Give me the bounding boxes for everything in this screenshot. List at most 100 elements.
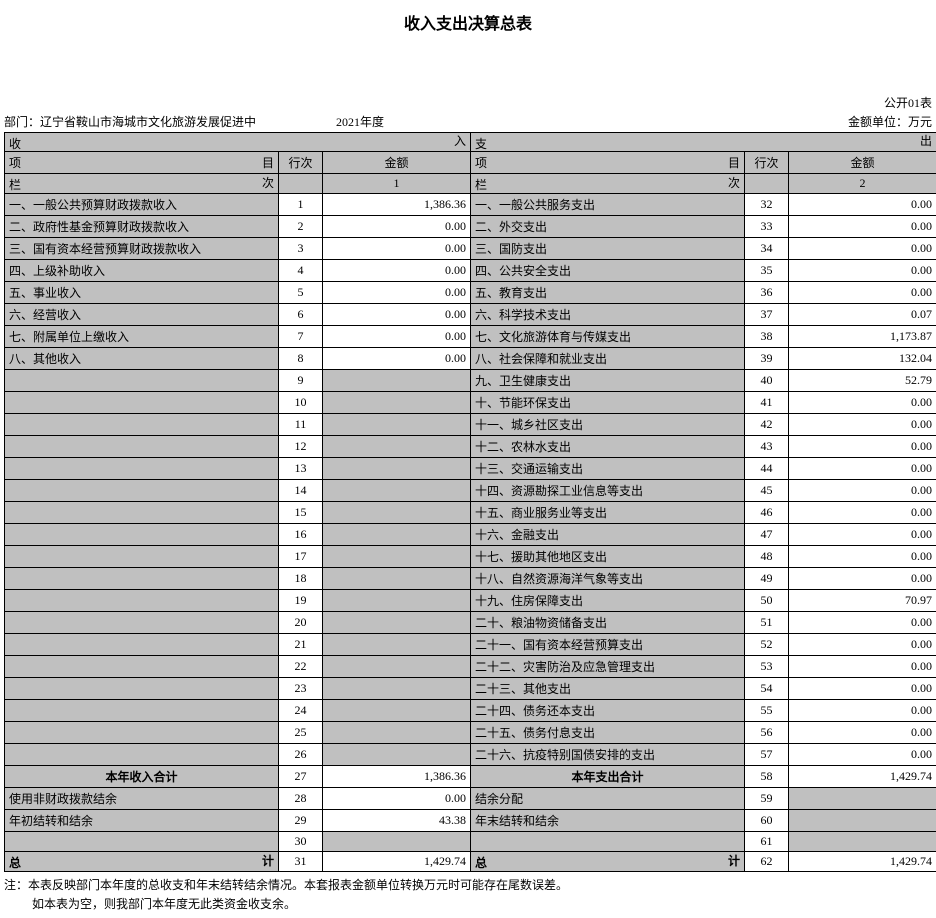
row-number: 10 xyxy=(279,392,323,414)
income-item xyxy=(5,612,279,634)
income-item xyxy=(5,590,279,612)
row-number: 14 xyxy=(279,480,323,502)
row-number: 62 xyxy=(745,852,789,872)
row-number: 30 xyxy=(279,832,323,852)
income-item xyxy=(5,678,279,700)
income-subtotal: 1,386.36 xyxy=(323,766,471,788)
expend-item: 二十二、灾害防治及应急管理支出 xyxy=(471,656,745,678)
table-row: 17十七、援助其他地区支出480.00 xyxy=(5,546,936,568)
row-number: 7 xyxy=(279,326,323,348)
row-number: 50 xyxy=(745,590,789,612)
expend-item: 十八、自然资源海洋气象等支出 xyxy=(471,568,745,590)
table-row: 25二十五、债务付息支出560.00 xyxy=(5,722,936,744)
expend-item: 二十、粮油物资储备支出 xyxy=(471,612,745,634)
table-row: 三、国有资本经营预算财政拨款收入30.00三、国防支出340.00 xyxy=(5,238,936,260)
income-header: 收入 xyxy=(5,133,471,152)
col2-header: 2 xyxy=(789,174,936,194)
table-row: 26二十六、抗疫特别国债安排的支出570.00 xyxy=(5,744,936,766)
table-row: 19十九、住房保障支出5070.97 xyxy=(5,590,936,612)
row-number: 4 xyxy=(279,260,323,282)
dept-label: 部门： xyxy=(4,113,40,130)
income-amount xyxy=(323,458,471,480)
income-amount xyxy=(323,546,471,568)
expend-item: 一、一般公共服务支出 xyxy=(471,194,745,216)
expend-amount: 0.00 xyxy=(789,260,936,282)
table-row: 18十八、自然资源海洋气象等支出490.00 xyxy=(5,568,936,590)
row-number: 41 xyxy=(745,392,789,414)
table-row: 9九、卫生健康支出4052.79 xyxy=(5,370,936,392)
rownum-header: 行次 xyxy=(745,152,789,174)
row-number: 34 xyxy=(745,238,789,260)
income-item: 二、政府性基金预算财政拨款收入 xyxy=(5,216,279,238)
row-number: 42 xyxy=(745,414,789,436)
subtotal-row: 本年收入合计271,386.36本年支出合计581,429.74 xyxy=(5,766,936,788)
income-item: 年初结转和结余 xyxy=(5,810,279,832)
income-item xyxy=(5,524,279,546)
expend-amount: 0.00 xyxy=(789,700,936,722)
expend-amount xyxy=(789,832,936,852)
table-row: 二、政府性基金预算财政拨款收入20.00二、外交支出330.00 xyxy=(5,216,936,238)
income-item xyxy=(5,634,279,656)
income-amount: 1,386.36 xyxy=(323,194,471,216)
expend-item: 九、卫生健康支出 xyxy=(471,370,745,392)
row-number: 49 xyxy=(745,568,789,590)
row-number: 59 xyxy=(745,788,789,810)
expend-item: 三、国防支出 xyxy=(471,238,745,260)
table-row: 22 二十二、灾害防治及应急管理支出530.00 xyxy=(5,656,936,678)
row-number: 15 xyxy=(279,502,323,524)
expend-item: 四、公共安全支出 xyxy=(471,260,745,282)
grand-total-income: 1,429.74 xyxy=(323,852,471,872)
amount-header: 金额 xyxy=(323,152,471,174)
income-amount xyxy=(323,744,471,766)
expend-item: 八、社会保障和就业支出 xyxy=(471,348,745,370)
expend-amount: 0.00 xyxy=(789,634,936,656)
expend-item: 二十一、国有资本经营预算支出 xyxy=(471,634,745,656)
grand-total-label: 总计 xyxy=(5,852,279,872)
expend-amount: 132.04 xyxy=(789,348,936,370)
row-number: 29 xyxy=(279,810,323,832)
table-row: 3061 xyxy=(5,832,936,852)
table-row: 24二十四、债务还本支出550.00 xyxy=(5,700,936,722)
row-number: 13 xyxy=(279,458,323,480)
row-number: 2 xyxy=(279,216,323,238)
row-number: 5 xyxy=(279,282,323,304)
income-amount: 0.00 xyxy=(323,304,471,326)
income-item xyxy=(5,832,279,852)
table-row: 13十三、交通运输支出440.00 xyxy=(5,458,936,480)
row-number: 48 xyxy=(745,546,789,568)
income-item xyxy=(5,414,279,436)
income-item: 六、经营收入 xyxy=(5,304,279,326)
expend-amount: 0.00 xyxy=(789,436,936,458)
income-item: 三、国有资本经营预算财政拨款收入 xyxy=(5,238,279,260)
income-amount: 0.00 xyxy=(323,238,471,260)
income-item: 七、附属单位上缴收入 xyxy=(5,326,279,348)
item-header: 项目 xyxy=(5,152,279,174)
table-row: 16十六、金融支出470.00 xyxy=(5,524,936,546)
row-number: 38 xyxy=(745,326,789,348)
row-number: 53 xyxy=(745,656,789,678)
row-number: 60 xyxy=(745,810,789,832)
income-item: 一、一般公共预算财政拨款收入 xyxy=(5,194,279,216)
income-amount xyxy=(323,832,471,852)
dept-name: 辽宁省鞍山市海城市文化旅游发展促进中 xyxy=(40,113,256,130)
row-number: 23 xyxy=(279,678,323,700)
income-item xyxy=(5,656,279,678)
row-number: 25 xyxy=(279,722,323,744)
expend-amount: 0.00 xyxy=(789,392,936,414)
expend-item: 结余分配 xyxy=(471,788,745,810)
row-number: 54 xyxy=(745,678,789,700)
row-number: 22 xyxy=(279,656,323,678)
expend-subtotal-label: 本年支出合计 xyxy=(471,766,745,788)
amount-unit: 金额单位：万元 xyxy=(848,113,932,130)
income-amount xyxy=(323,524,471,546)
expend-amount: 0.00 xyxy=(789,656,936,678)
income-amount xyxy=(323,436,471,458)
expend-item: 五、教育支出 xyxy=(471,282,745,304)
table-row: 12十二、农林水支出430.00 xyxy=(5,436,936,458)
footnote-2: 如本表为空，则我部门本年度无此类资金收支余。 xyxy=(4,895,932,914)
row-number: 17 xyxy=(279,546,323,568)
table-row: 四、上级补助收入40.00四、公共安全支出350.00 xyxy=(5,260,936,282)
expend-amount: 0.00 xyxy=(789,238,936,260)
grand-total-expend: 1,429.74 xyxy=(789,852,936,872)
income-item: 四、上级补助收入 xyxy=(5,260,279,282)
